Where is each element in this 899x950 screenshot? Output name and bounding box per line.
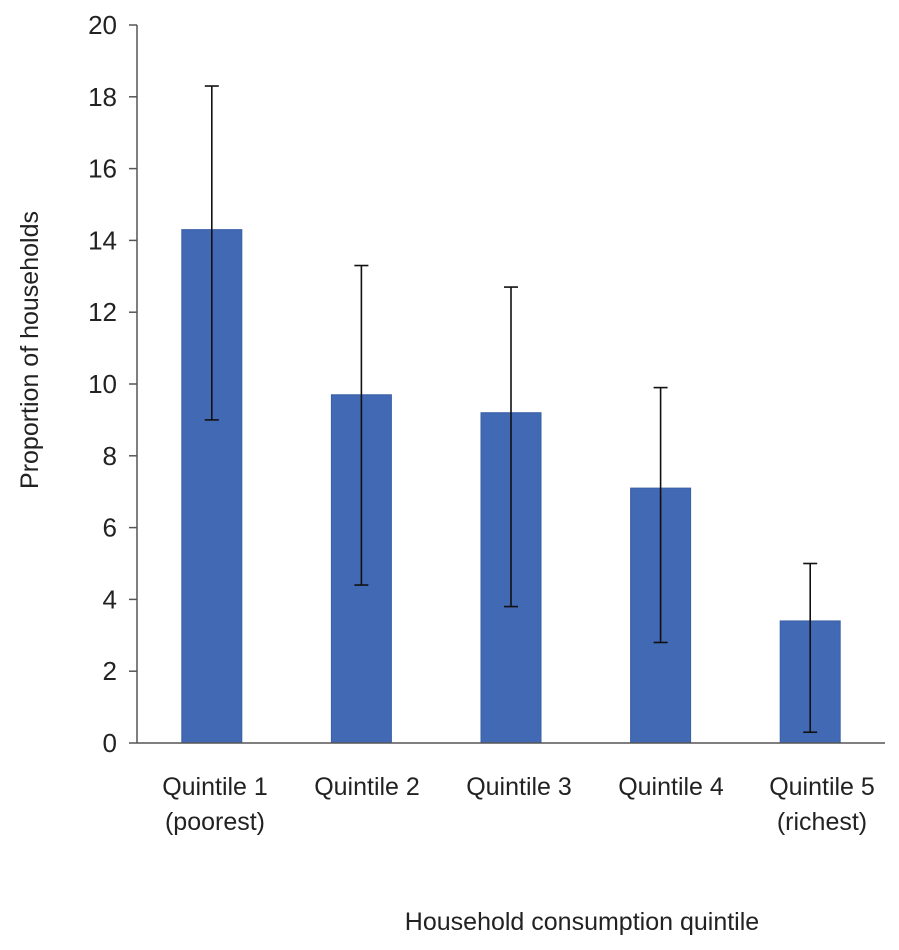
y-tick-label: 8 <box>103 441 117 471</box>
x-axis: Quintile 1 (poorest) Quintile 2 Quintile 3 Q… <box>137 742 885 836</box>
y-axis-title: Proportion of households <box>16 211 44 489</box>
y-tick-label: 16 <box>88 154 117 184</box>
y-tick-label: 20 <box>88 10 117 40</box>
y-tick-label: 10 <box>88 369 117 399</box>
x-category-label: Quintile 5 (richest) <box>769 773 875 836</box>
x-category-label: Quintile 1 (poorest) <box>162 773 268 836</box>
y-tick-label: 12 <box>88 297 117 327</box>
x-axis-title: Household consumption quintile <box>405 908 759 936</box>
y-axis: 0 2 4 6 8 10 12 14 16 18 20 <box>88 10 138 758</box>
x-category-label: Quintile 2 <box>314 773 420 801</box>
error-bars <box>204 85 818 734</box>
y-tick-label: 14 <box>88 225 117 255</box>
y-tick-label: 4 <box>103 584 117 614</box>
x-category-label: Quintile 4 <box>618 773 724 801</box>
y-tick-label: 6 <box>103 513 117 543</box>
y-tick-label: 18 <box>88 82 117 112</box>
x-category-label: Quintile 3 <box>466 773 572 801</box>
y-tick-label: 2 <box>103 656 117 686</box>
y-tick-label: 0 <box>103 728 117 758</box>
